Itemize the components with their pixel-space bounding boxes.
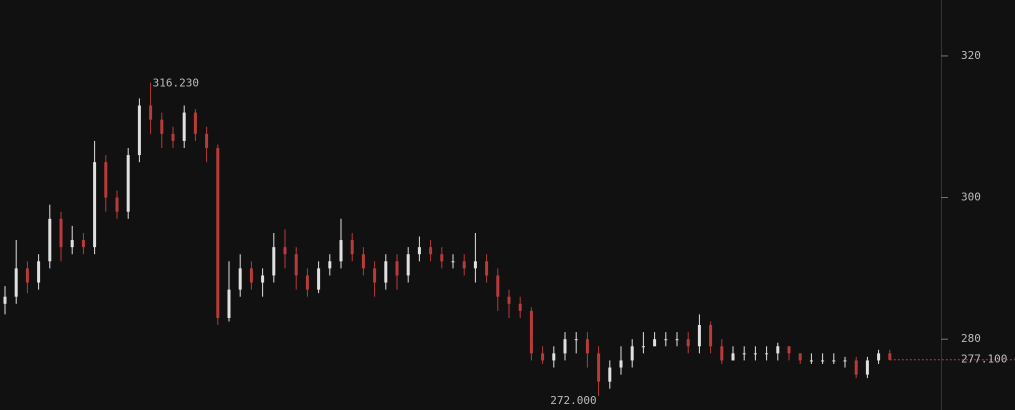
candle-body <box>137 105 141 156</box>
candle-body <box>843 360 847 362</box>
candle-body <box>37 261 41 283</box>
candle-body <box>81 240 85 248</box>
candle-body <box>731 353 735 361</box>
candle-body <box>294 254 298 276</box>
candle-body <box>686 339 690 347</box>
candle-body <box>171 133 175 141</box>
candle-body <box>193 112 197 134</box>
candle-body <box>339 240 343 262</box>
candle-body <box>798 353 802 361</box>
extreme-label: 272.000 <box>550 394 596 407</box>
candle-body <box>765 353 769 355</box>
candle-body <box>552 353 556 361</box>
candle-body <box>115 197 119 212</box>
y-tick-label: 280 <box>961 332 981 345</box>
candle-body <box>361 254 365 269</box>
candle-body <box>317 268 321 290</box>
candle-body <box>126 155 130 212</box>
candle-body <box>518 303 522 311</box>
last-price-label: 277.100 <box>961 353 1007 366</box>
candle-body <box>216 147 220 318</box>
candle-body <box>350 240 354 255</box>
candle-body <box>832 360 836 362</box>
candle-body <box>384 261 388 283</box>
candle-body <box>485 261 489 276</box>
candle-body <box>25 268 29 283</box>
candle-body <box>473 261 477 269</box>
candle-body <box>440 254 444 262</box>
candle-body <box>93 162 97 248</box>
candle-body <box>104 162 108 198</box>
candle-body <box>70 240 74 248</box>
candle-body <box>821 360 825 362</box>
candle-body <box>160 119 164 134</box>
candle-body <box>641 346 645 348</box>
candle-body <box>619 360 623 368</box>
candle-body <box>529 310 533 354</box>
candle-body <box>787 346 791 354</box>
candle-body <box>328 261 332 269</box>
candle-body <box>48 218 52 262</box>
candle-body <box>653 339 657 347</box>
candle-body <box>14 268 18 297</box>
candle-body <box>182 112 186 141</box>
candle-body <box>541 353 545 361</box>
candle-body <box>283 247 287 255</box>
candle-body <box>877 353 881 361</box>
candle-body <box>261 275 265 283</box>
candle-body <box>597 353 601 382</box>
candle-body <box>675 339 679 341</box>
candle-body <box>373 268 377 283</box>
candle-body <box>305 275 309 290</box>
candle-body <box>496 275 500 297</box>
candle-body <box>406 254 410 276</box>
candle-body <box>249 268 253 283</box>
y-tick-label: 320 <box>961 49 981 62</box>
candle-body <box>888 353 892 360</box>
candle-body <box>776 346 780 354</box>
extreme-label: 316.230 <box>153 77 199 90</box>
candle-body <box>451 261 455 263</box>
candle-body <box>865 360 869 375</box>
candle-body <box>59 218 63 248</box>
candle-body <box>664 339 668 341</box>
candle-body <box>585 339 589 354</box>
candle-body <box>507 296 511 304</box>
candle-body <box>854 360 858 375</box>
candle-body <box>272 247 276 276</box>
candle-body <box>395 261 399 276</box>
candle-body <box>574 339 578 341</box>
candle-body <box>697 325 701 347</box>
candle-body <box>238 268 242 290</box>
candle-body <box>742 353 746 355</box>
candle-body <box>227 289 231 318</box>
candle-body <box>205 133 209 148</box>
candle-body <box>709 325 713 347</box>
candle-body <box>809 360 813 362</box>
candle-body <box>462 261 466 269</box>
candle-body <box>563 339 567 354</box>
candle-body <box>417 247 421 255</box>
candle-body <box>608 367 612 382</box>
candle-body <box>3 296 7 304</box>
y-tick-label: 300 <box>961 191 981 204</box>
candle-body <box>149 105 153 120</box>
candle-body <box>429 247 433 255</box>
candle-body <box>753 353 757 355</box>
candle-body <box>720 346 724 361</box>
candle-body <box>630 346 634 361</box>
